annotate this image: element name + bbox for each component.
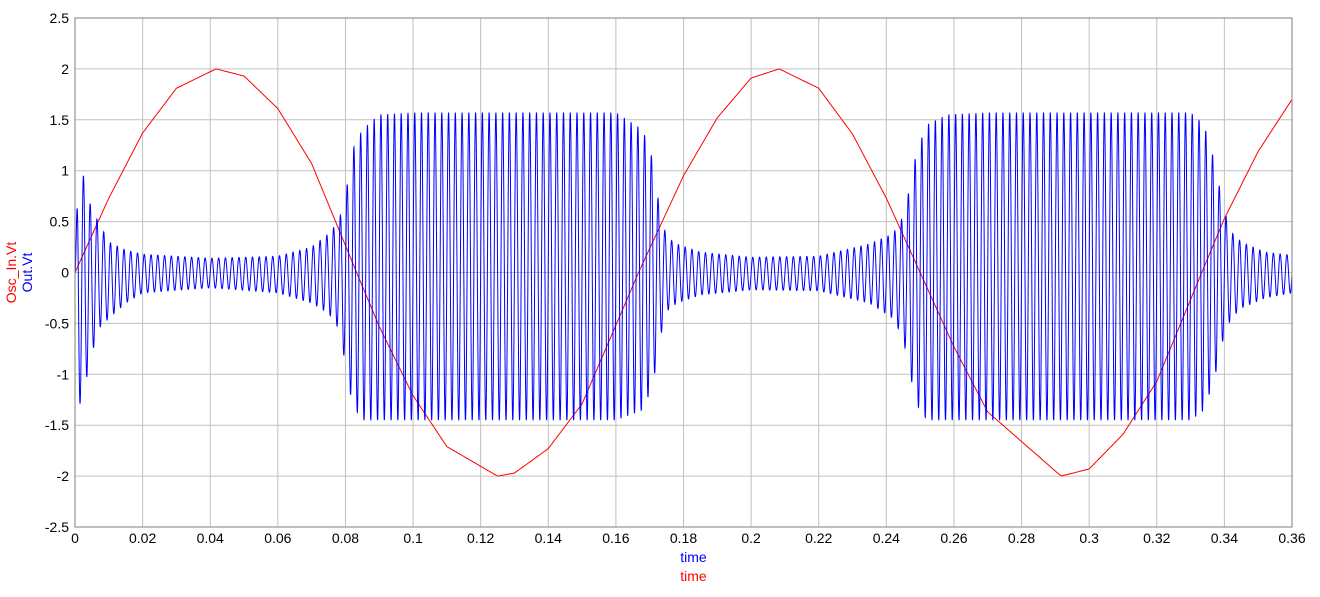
y-tick-label: 2: [61, 61, 69, 77]
x-tick-label: 0.18: [670, 530, 697, 546]
x-tick-labels: 0 0.02 0.04 0.06 0.08 0.1 0.12 0.14 0.16 0.18 0.2 0…: [71, 530, 1306, 546]
x-axis-title-line: time: [680, 568, 707, 584]
x-tick-label: 0.2: [741, 530, 761, 546]
x-tick-label: 0.1: [403, 530, 423, 546]
y-tick-label: -0.5: [45, 315, 69, 331]
x-tick-label: 0.04: [197, 530, 224, 546]
x-tick-label: 0.28: [1008, 530, 1035, 546]
x-tick-label: 0: [71, 530, 79, 546]
x-tick-label: 0.24: [873, 530, 900, 546]
y-tick-label: 0: [61, 265, 69, 281]
x-tick-label: 0.22: [805, 530, 832, 546]
x-tick-label: 0.14: [535, 530, 562, 546]
x-tick-label: 0.16: [602, 530, 629, 546]
y-tick-labels: 2.5 2 1.5 1 0.5 0 -0.5 -1 -1.5 -2 -2.5: [45, 10, 69, 535]
x-tick-label: 0.26: [940, 530, 967, 546]
x-tick-label: 0.32: [1143, 530, 1170, 546]
x-tick-label: 0.3: [1079, 530, 1099, 546]
y-tick-label: 2.5: [50, 10, 70, 26]
y-tick-label: -2.5: [45, 519, 69, 535]
x-axis-title: time time: [680, 549, 707, 584]
x-tick-label: 0.06: [264, 530, 291, 546]
x-tick-label: 0.34: [1211, 530, 1238, 546]
series-line-out-vt: [75, 112, 1292, 421]
y-tick-label: -2: [57, 468, 70, 484]
x-tick-label: 0.02: [129, 530, 156, 546]
y-axis-title: Osc_In.Vt Out.Vt: [3, 242, 35, 304]
x-tick-label: 0.12: [467, 530, 494, 546]
y-axis-title-line: Out.Vt: [19, 253, 35, 293]
x-tick-label: 0.36: [1278, 530, 1305, 546]
y-tick-label: -1: [57, 366, 70, 382]
x-tick-label: 0.08: [332, 530, 359, 546]
y-tick-label: 0.5: [50, 214, 70, 230]
plot-frame: [74, 17, 1293, 528]
y-tick-label: -1.5: [45, 417, 69, 433]
y-tick-label: 1: [61, 163, 69, 179]
y-axis-title-line: Osc_In.Vt: [3, 242, 19, 304]
series-line-osc-in-vt: [75, 68, 1292, 477]
x-axis-title-line: time: [680, 549, 707, 565]
y-tick-label: 1.5: [50, 112, 70, 128]
series-layer: [75, 68, 1292, 477]
